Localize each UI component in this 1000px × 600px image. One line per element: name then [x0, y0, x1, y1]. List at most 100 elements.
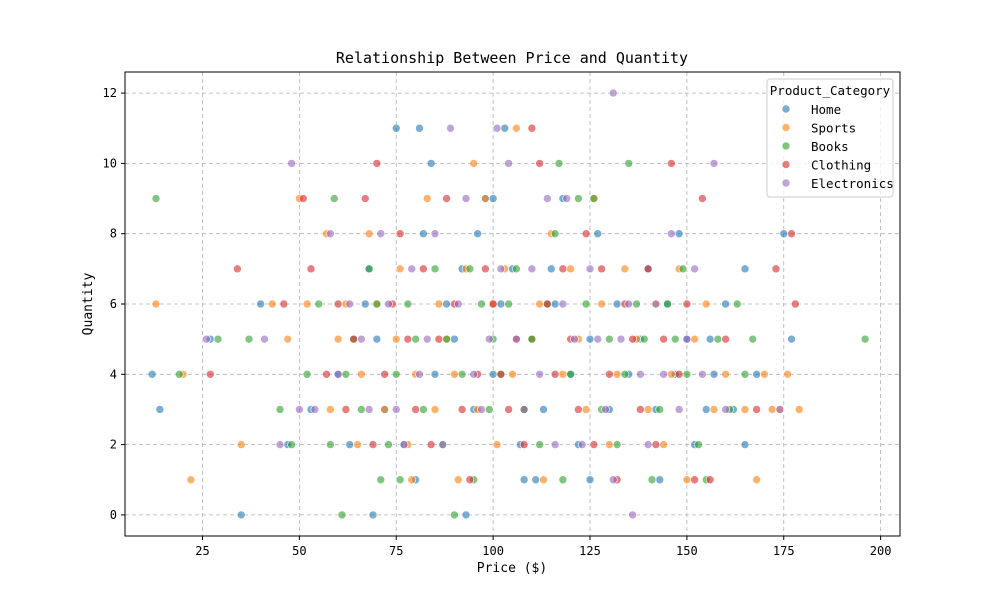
data-point-clothing [667, 159, 676, 168]
data-point-clothing [298, 194, 308, 203]
data-point-electronics [484, 334, 494, 344]
data-point-clothing [721, 334, 730, 344]
data-point-books [457, 370, 467, 379]
data-point-home [519, 475, 529, 485]
data-point-books [694, 440, 703, 449]
data-point-sports [659, 440, 668, 449]
data-point-electronics [616, 334, 626, 344]
data-point-electronics [357, 334, 366, 344]
y-tick-label: 12 [103, 86, 117, 100]
chart-title: Relationship Between Price and Quantity [336, 49, 688, 67]
legend-marker-sports [781, 123, 791, 132]
data-point-electronics [643, 440, 653, 449]
data-point-clothing [403, 334, 413, 344]
data-point-home [721, 299, 730, 309]
data-point-sports [508, 370, 517, 379]
data-point-electronics [550, 440, 560, 449]
data-point-electronics [438, 440, 448, 449]
data-point-clothing [682, 299, 692, 309]
data-point-electronics [407, 264, 417, 274]
data-point-electronics [535, 370, 544, 379]
legend-box [766, 78, 894, 198]
data-point-electronics [698, 370, 707, 379]
data-point-clothing [434, 334, 444, 344]
data-point-home [488, 194, 498, 203]
data-point-home [709, 370, 719, 379]
data-point-home [655, 475, 665, 485]
y-axis-title: Quantity [81, 273, 96, 336]
x-tick-label: 200 [870, 544, 892, 558]
data-point-books [748, 334, 758, 344]
data-point-books [566, 370, 575, 379]
data-point-sports [407, 475, 417, 485]
data-point-home [531, 475, 541, 485]
y-tick-label: 4 [110, 367, 117, 381]
data-point-home [585, 475, 595, 485]
y-tick-label: 10 [103, 156, 117, 170]
y-tick-label: 6 [110, 297, 117, 311]
data-point-sports [752, 475, 761, 485]
data-point-clothing [341, 405, 351, 414]
x-tick-label: 175 [773, 544, 795, 558]
data-point-electronics [512, 334, 521, 344]
data-point-sports [605, 440, 614, 449]
legend: Product_Category Home Sports Books Clothing… [766, 78, 894, 198]
data-point-clothing [550, 370, 560, 379]
data-point-electronics [562, 194, 572, 203]
data-point-home [701, 405, 711, 414]
data-point-sports [469, 159, 479, 168]
data-point-clothing [787, 229, 796, 238]
data-point-clothing [581, 229, 591, 238]
data-point-clothing [496, 370, 506, 379]
data-point-sports [380, 405, 389, 414]
legend-title: Product_Category [770, 83, 891, 98]
data-point-sports [283, 334, 293, 344]
data-point-home [550, 299, 560, 309]
data-point-clothing [643, 264, 653, 274]
data-point-electronics [376, 229, 386, 238]
data-point-books [403, 299, 413, 309]
data-point-electronics [492, 123, 502, 133]
x-tick-label: 25 [195, 544, 209, 558]
data-point-electronics [667, 229, 676, 238]
data-point-books [527, 334, 537, 344]
data-point-sports [151, 299, 161, 309]
data-point-sports [391, 334, 401, 344]
data-point-books [620, 370, 630, 379]
data-point-clothing [333, 299, 343, 309]
data-point-home [585, 334, 595, 344]
data-point-books [326, 440, 335, 449]
data-point-electronics [577, 440, 587, 449]
data-point-electronics [504, 159, 513, 168]
data-point-clothing [233, 264, 242, 274]
y-tick-label: 2 [110, 438, 117, 452]
data-point-home [752, 370, 761, 379]
data-point-clothing [543, 299, 552, 309]
data-point-home [372, 334, 382, 344]
data-point-electronics [674, 405, 684, 414]
data-point-electronics [608, 88, 618, 98]
data-point-sports [236, 440, 246, 449]
data-point-books [574, 194, 583, 203]
data-point-electronics [519, 405, 529, 414]
data-point-clothing [380, 370, 389, 379]
data-point-electronics [585, 264, 595, 274]
legend-marker-clothing [781, 160, 791, 169]
data-point-electronics [558, 299, 568, 309]
data-point-clothing [504, 405, 513, 414]
data-point-electronics [775, 405, 785, 414]
data-point-books [411, 334, 420, 344]
data-point-sports [709, 405, 719, 414]
data-point-books [384, 440, 393, 449]
data-point-sports [581, 405, 591, 414]
data-point-sports [267, 299, 277, 309]
data-point-electronics [721, 405, 730, 414]
data-point-sports [539, 475, 548, 485]
data-point-clothing [372, 159, 382, 168]
data-point-electronics [690, 264, 699, 274]
data-point-home [546, 264, 556, 274]
data-points [147, 88, 870, 520]
data-point-home [256, 299, 265, 309]
data-point-electronics [496, 264, 506, 274]
legend-label-clothing: Clothing [811, 158, 871, 173]
